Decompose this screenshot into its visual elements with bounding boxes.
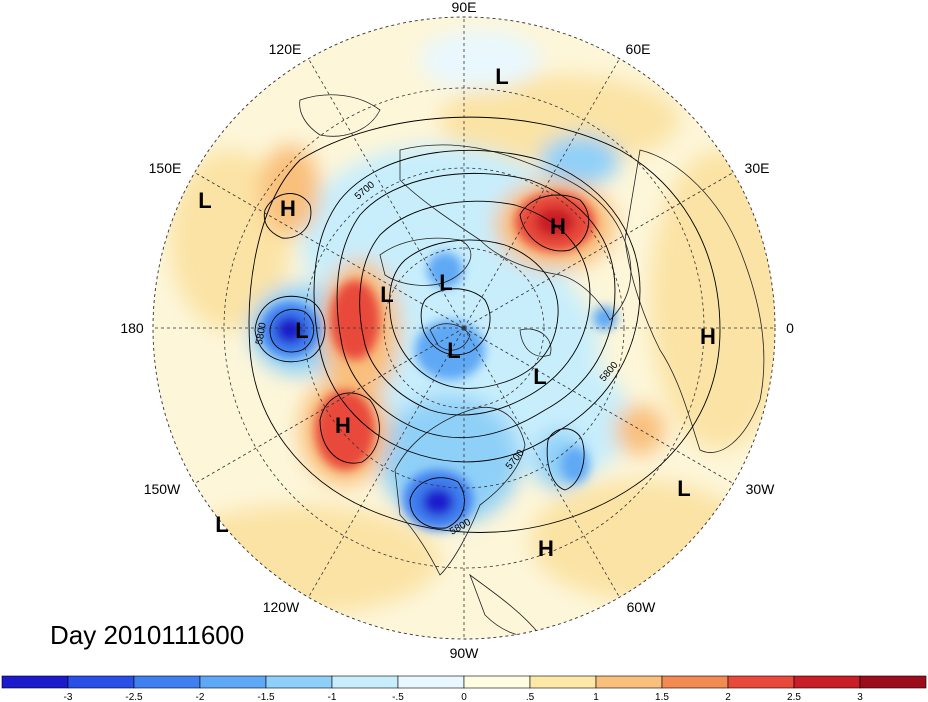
colorbar-tick-label: .5 <box>526 692 535 702</box>
pressure-center-low: L <box>495 64 508 89</box>
colorbar-swatch <box>199 675 267 689</box>
colorbar-tick-label: 2 <box>725 692 731 702</box>
colorbar-swatch <box>529 675 597 689</box>
contour-label: 5800 <box>254 321 269 345</box>
longitude-label-150e: 150E <box>149 160 182 176</box>
colorbar-tick-label: -1 <box>328 692 337 702</box>
date-title: Day 2010111600 <box>50 620 245 650</box>
colorbar-swatch <box>595 675 663 689</box>
colorbar-tick-label: 3 <box>857 692 863 702</box>
colorbar-swatch <box>265 675 333 689</box>
pressure-center-low: L <box>439 270 452 295</box>
pressure-center-low: L <box>380 282 393 307</box>
colorbar-swatch <box>793 675 861 689</box>
colorbar-swatch <box>661 675 729 689</box>
pressure-center-high: H <box>335 413 351 438</box>
colorbar-tick-label: 2.5 <box>787 692 801 702</box>
colorbar-swatch <box>1 675 69 689</box>
longitude-label-0: 0 <box>786 320 794 336</box>
pressure-center-low: L <box>198 188 211 213</box>
pressure-center-low: L <box>447 338 460 363</box>
polar-grid <box>153 17 775 639</box>
colorbar-tick-label: -3 <box>64 692 73 702</box>
pressure-center-high: H <box>538 536 554 561</box>
pressure-center-low: L <box>533 364 546 389</box>
colorbar-swatch <box>859 675 927 689</box>
pressure-center-high: H <box>280 196 296 221</box>
pressure-center-low: L <box>295 318 308 343</box>
colorbar-swatch <box>463 675 531 689</box>
longitude-label-30e: 30E <box>745 160 770 176</box>
colorbar-tick-label: 1.5 <box>655 692 669 702</box>
longitude-label-150w: 150W <box>144 481 181 497</box>
pressure-center-high: H <box>550 214 566 239</box>
pressure-center-low: L <box>215 512 228 537</box>
colorbar-swatch <box>67 675 135 689</box>
longitude-label-30w: 30W <box>746 481 776 497</box>
colorbar-swatch <box>727 675 795 689</box>
longitude-label-60e: 60E <box>626 41 651 57</box>
longitude-label-60w: 60W <box>627 599 657 615</box>
colorbar-tick-label: -1.5 <box>257 692 275 702</box>
colorbar-swatch <box>397 675 465 689</box>
colorbar-tick-label: 0 <box>461 692 467 702</box>
colorbar-tick-label: -2.5 <box>125 692 143 702</box>
pressure-center-high: H <box>700 324 716 349</box>
pressure-center-low: L <box>677 476 690 501</box>
pressure-centers: L H L H L L L L L H H L L H <box>198 64 716 561</box>
longitude-label-180: 180 <box>120 320 144 336</box>
colorbar-tick-label: 1 <box>593 692 599 702</box>
colorbar-tick-label: -.5 <box>392 692 404 702</box>
colorbar: -3 -2.5 -2 -1.5 -1 -.5 0 .5 1 1.5 2 2.5 3 <box>1 675 927 702</box>
longitude-label-90w: 90W <box>450 645 480 661</box>
map-boundary <box>152 16 776 640</box>
colorbar-swatch <box>331 675 399 689</box>
longitude-label-120w: 120W <box>263 599 300 615</box>
colorbar-tick-label: -2 <box>196 692 205 702</box>
longitude-label-90e: 90E <box>452 0 477 15</box>
longitude-label-120e: 120E <box>269 41 302 57</box>
colorbar-swatch <box>133 675 201 689</box>
longitude-labels: 90E 60E 30E 0 30W 60W 90W 120W 150W 180 … <box>120 0 794 661</box>
